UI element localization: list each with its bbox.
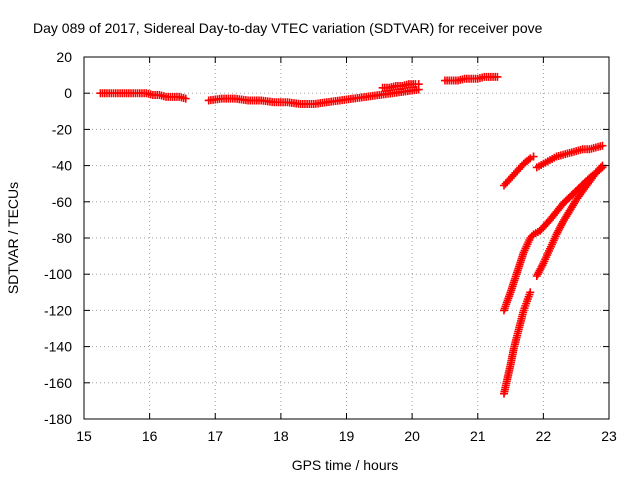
- data-point-interp: [596, 163, 605, 172]
- x-tick-label: 23: [601, 428, 617, 444]
- data-point-interp: [524, 155, 533, 164]
- x-tick-label: 18: [273, 428, 289, 444]
- x-axis-label: GPS time / hours: [292, 457, 399, 473]
- series-arc-3: [378, 80, 423, 92]
- y-tick-label: -60: [52, 194, 72, 210]
- x-tick-label: 17: [207, 428, 223, 444]
- y-tick-label: -80: [52, 230, 72, 246]
- y-tick-label: -140: [44, 339, 72, 355]
- data-point: [493, 72, 502, 81]
- series-arc-9: [500, 288, 535, 398]
- data-point: [529, 152, 538, 161]
- series-arc-5: [500, 152, 538, 190]
- y-axis-label: SDTVAR / TECUs: [5, 182, 21, 294]
- series-arc-8: [532, 161, 607, 281]
- chart-title: Day 089 of 2017, Sidereal Day-to-day VTE…: [33, 20, 543, 36]
- y-tick-label: -160: [44, 375, 72, 391]
- x-tick-label: 16: [142, 428, 158, 444]
- series-arc-1: [96, 89, 190, 103]
- y-tick-label: -180: [44, 411, 72, 427]
- x-tick-labels: 15 16 17 18 19 20 21 22 23: [76, 428, 617, 444]
- x-tick-label: 20: [404, 428, 420, 444]
- x-tick-label: 22: [536, 428, 552, 444]
- y-tick-label: -40: [52, 158, 72, 174]
- y-tick-labels: 20 0 -20 -40 -60 -80 -100 -120 -140 -160 -180: [44, 49, 72, 427]
- series-arc-2: [204, 85, 423, 109]
- y-tick-label: 20: [56, 49, 72, 65]
- data-point: [598, 141, 607, 150]
- data-point: [414, 80, 423, 89]
- data-point: [526, 288, 535, 297]
- data-points: [96, 72, 607, 398]
- x-tick-label: 15: [76, 428, 92, 444]
- series-arc-6: [532, 141, 607, 172]
- grid: [84, 57, 609, 419]
- x-tick-label: 21: [470, 428, 486, 444]
- axis-ticks: [83, 56, 610, 420]
- series-arc-4: [440, 72, 502, 85]
- data-point: [181, 94, 190, 103]
- y-tick-label: 0: [64, 85, 72, 101]
- x-tick-label: 19: [339, 428, 355, 444]
- y-tick-label: -120: [44, 302, 72, 318]
- y-tick-label: -100: [44, 266, 72, 282]
- y-tick-label: -20: [52, 121, 72, 137]
